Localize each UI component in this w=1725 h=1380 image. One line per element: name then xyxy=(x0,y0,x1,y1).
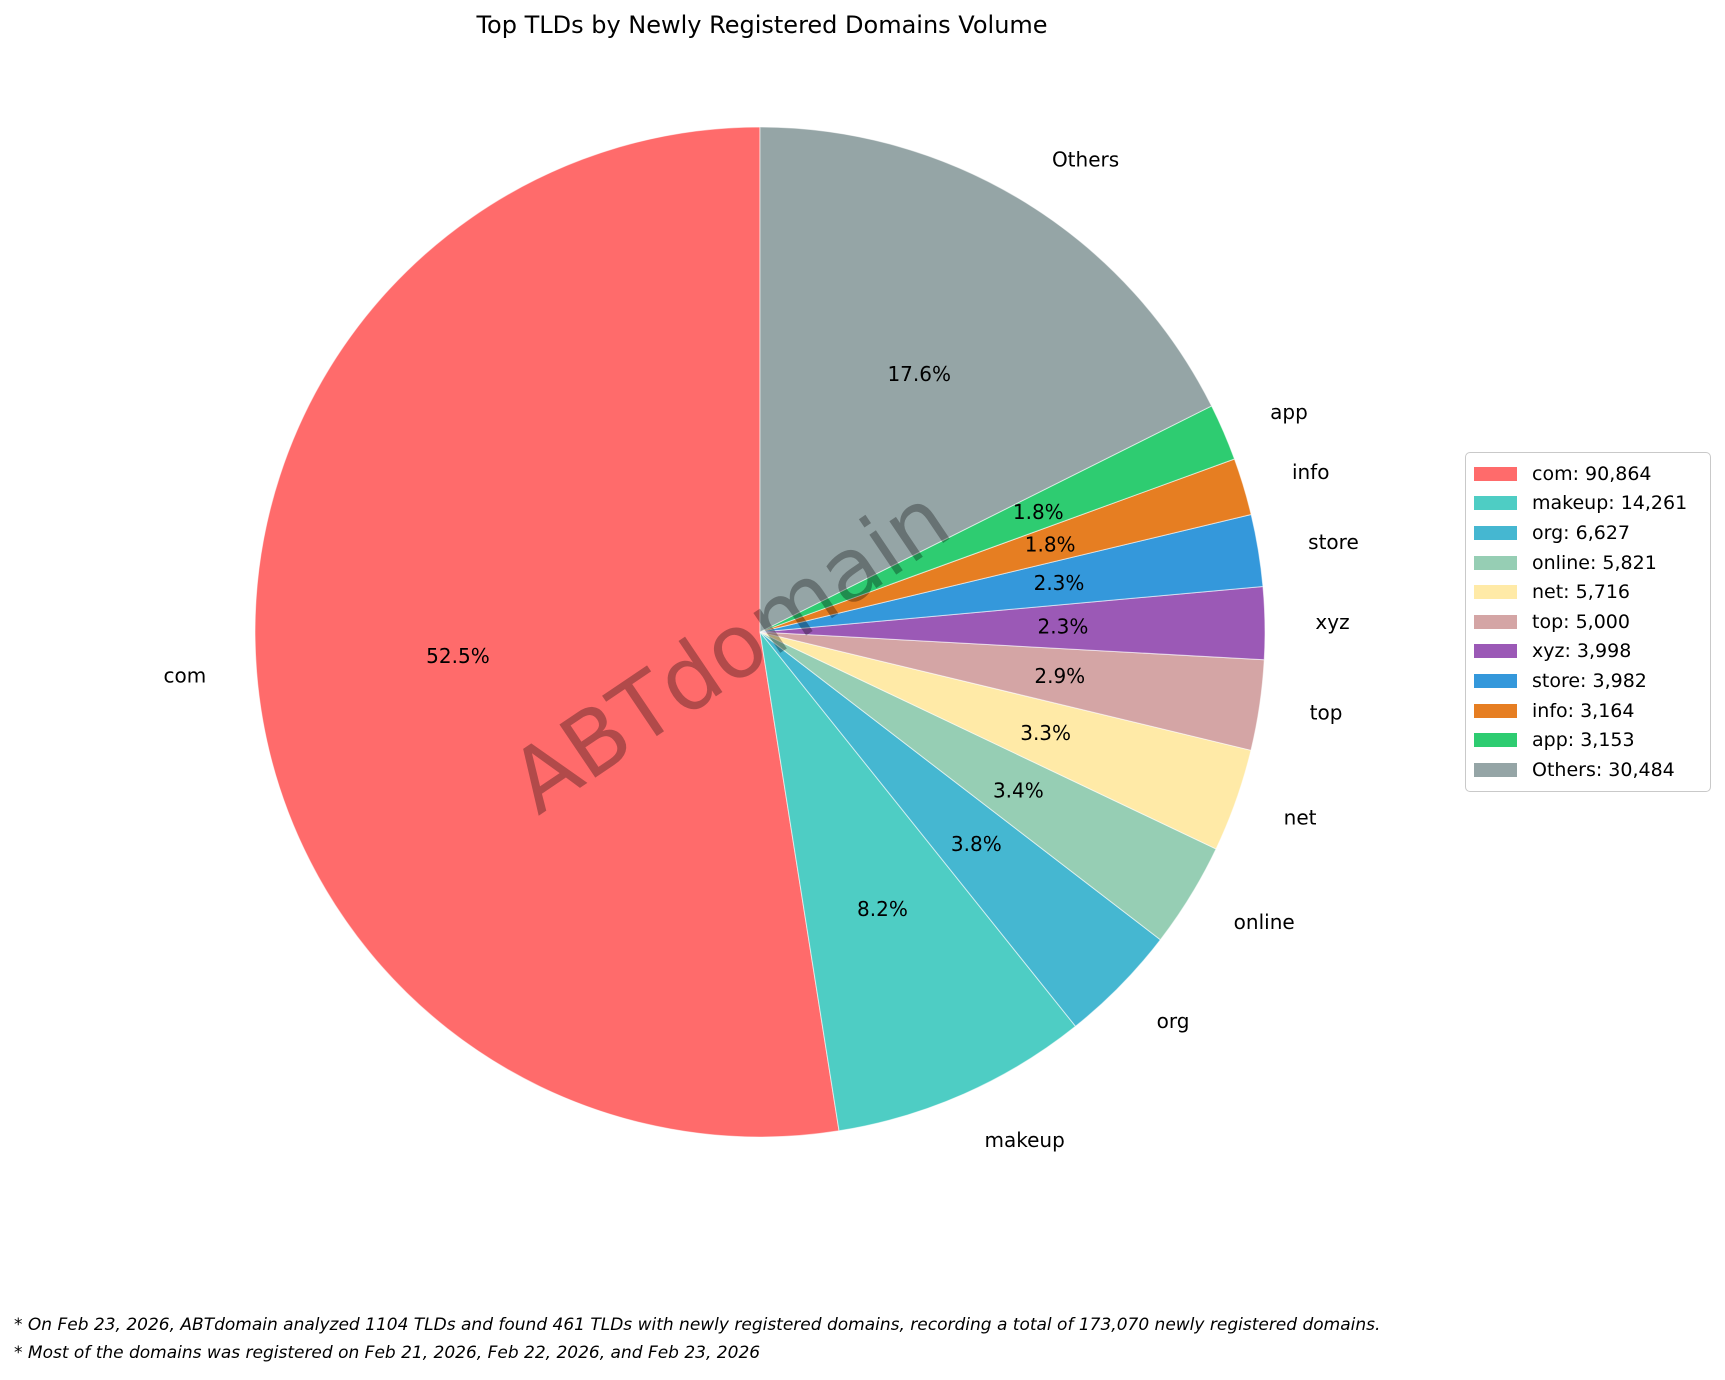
percent-label-info: 1.8% xyxy=(1025,533,1076,557)
legend: com: 90,864 makeup: 14,261 org: 6,627 onlin… xyxy=(1465,452,1711,792)
legend-swatch-store xyxy=(1474,673,1517,688)
legend-item-top: top: 5,000 xyxy=(1474,607,1702,637)
legend-swatch-info xyxy=(1474,703,1517,718)
footnotes: * On Feb 23, 2026, ABTdomain analyzed 11… xyxy=(14,1311,1380,1367)
legend-swatch-Others xyxy=(1474,762,1517,777)
slice-name-label-info: info xyxy=(1292,460,1330,484)
pie-slice-makeup xyxy=(759,631,1077,1132)
slice-name-label-xyz: xyz xyxy=(1315,610,1349,634)
legend-item-makeup: makeup: 14,261 xyxy=(1474,489,1702,519)
percent-label-org: 3.8% xyxy=(951,832,1002,856)
legend-label-store: store: 3,982 xyxy=(1532,669,1647,692)
slice-name-label-Others: Others xyxy=(1052,147,1119,171)
slice-name-label-top: top xyxy=(1310,701,1343,725)
slice-name-label-net: net xyxy=(1284,805,1317,829)
legend-label-app: app: 3,153 xyxy=(1532,729,1635,752)
slice-name-label-online: online xyxy=(1234,910,1295,934)
legend-item-com: com: 90,864 xyxy=(1474,459,1702,489)
legend-label-info: info: 3,164 xyxy=(1532,699,1635,722)
legend-label-makeup: makeup: 14,261 xyxy=(1532,492,1688,515)
chart-title: Top TLDs by Newly Registered Domains Vol… xyxy=(476,11,1048,39)
legend-item-org: org: 6,627 xyxy=(1474,518,1702,548)
legend-item-app: app: 3,153 xyxy=(1474,725,1702,755)
legend-swatch-makeup xyxy=(1474,496,1517,511)
slice-name-label-makeup: makeup xyxy=(985,1128,1065,1152)
percent-label-Others: 17.6% xyxy=(887,362,951,386)
legend-item-store: store: 3,982 xyxy=(1474,666,1702,696)
percent-label-app: 1.8% xyxy=(1013,500,1064,524)
legend-item-xyz: xyz: 3,998 xyxy=(1474,637,1702,667)
legend-item-Others: Others: 30,484 xyxy=(1474,755,1702,785)
footnote-line-1: * On Feb 23, 2026, ABTdomain analyzed 11… xyxy=(14,1315,1381,1335)
slice-name-label-org: org xyxy=(1157,1009,1190,1033)
legend-swatch-top xyxy=(1474,614,1517,629)
slice-name-label-app: app xyxy=(1270,400,1308,424)
percent-label-store: 2.3% xyxy=(1034,571,1085,595)
legend-swatch-com xyxy=(1474,466,1517,481)
percent-label-com: 52.5% xyxy=(426,644,490,668)
percent-label-xyz: 2.3% xyxy=(1038,615,1089,639)
legend-swatch-xyz xyxy=(1474,644,1517,659)
pie-slices xyxy=(254,126,1266,1138)
percent-label-online: 3.4% xyxy=(993,778,1044,802)
pie-slice-Others xyxy=(759,126,1213,633)
legend-swatch-net xyxy=(1474,585,1517,600)
percent-label-net: 3.3% xyxy=(1020,721,1071,745)
legend-label-net: net: 5,716 xyxy=(1532,581,1631,604)
legend-swatch-app xyxy=(1474,733,1517,748)
legend-label-org: org: 6,627 xyxy=(1532,521,1630,544)
slice-labels: com makeup org online net top xyz store info app O… xyxy=(163,147,1358,1152)
legend-label-xyz: xyz: 3,998 xyxy=(1532,640,1632,663)
legend-item-online: online: 5,821 xyxy=(1474,548,1702,578)
percent-labels: 52.5% 8.2% 3.8% 3.4% 3.3% 2.9% 2.3% 2.3% 1.8% 1.8… xyxy=(426,362,1088,921)
legend-swatch-online xyxy=(1474,555,1517,570)
footnote-line-2: * Most of the domains was registered on … xyxy=(14,1343,761,1363)
legend-label-online: online: 5,821 xyxy=(1532,551,1657,574)
slice-name-label-com: com xyxy=(163,664,206,688)
pie-slice-com xyxy=(254,126,840,1138)
legend-label-com: com: 90,864 xyxy=(1532,462,1652,485)
legend-label-Others: Others: 30,484 xyxy=(1532,758,1675,781)
slice-name-label-store: store xyxy=(1308,530,1359,554)
legend-swatch-org xyxy=(1474,525,1517,540)
legend-item-net: net: 5,716 xyxy=(1474,577,1702,607)
legend-label-top: top: 5,000 xyxy=(1532,610,1630,633)
legend-item-info: info: 3,164 xyxy=(1474,696,1702,726)
percent-label-top: 2.9% xyxy=(1034,664,1085,688)
percent-label-makeup: 8.2% xyxy=(857,897,908,921)
